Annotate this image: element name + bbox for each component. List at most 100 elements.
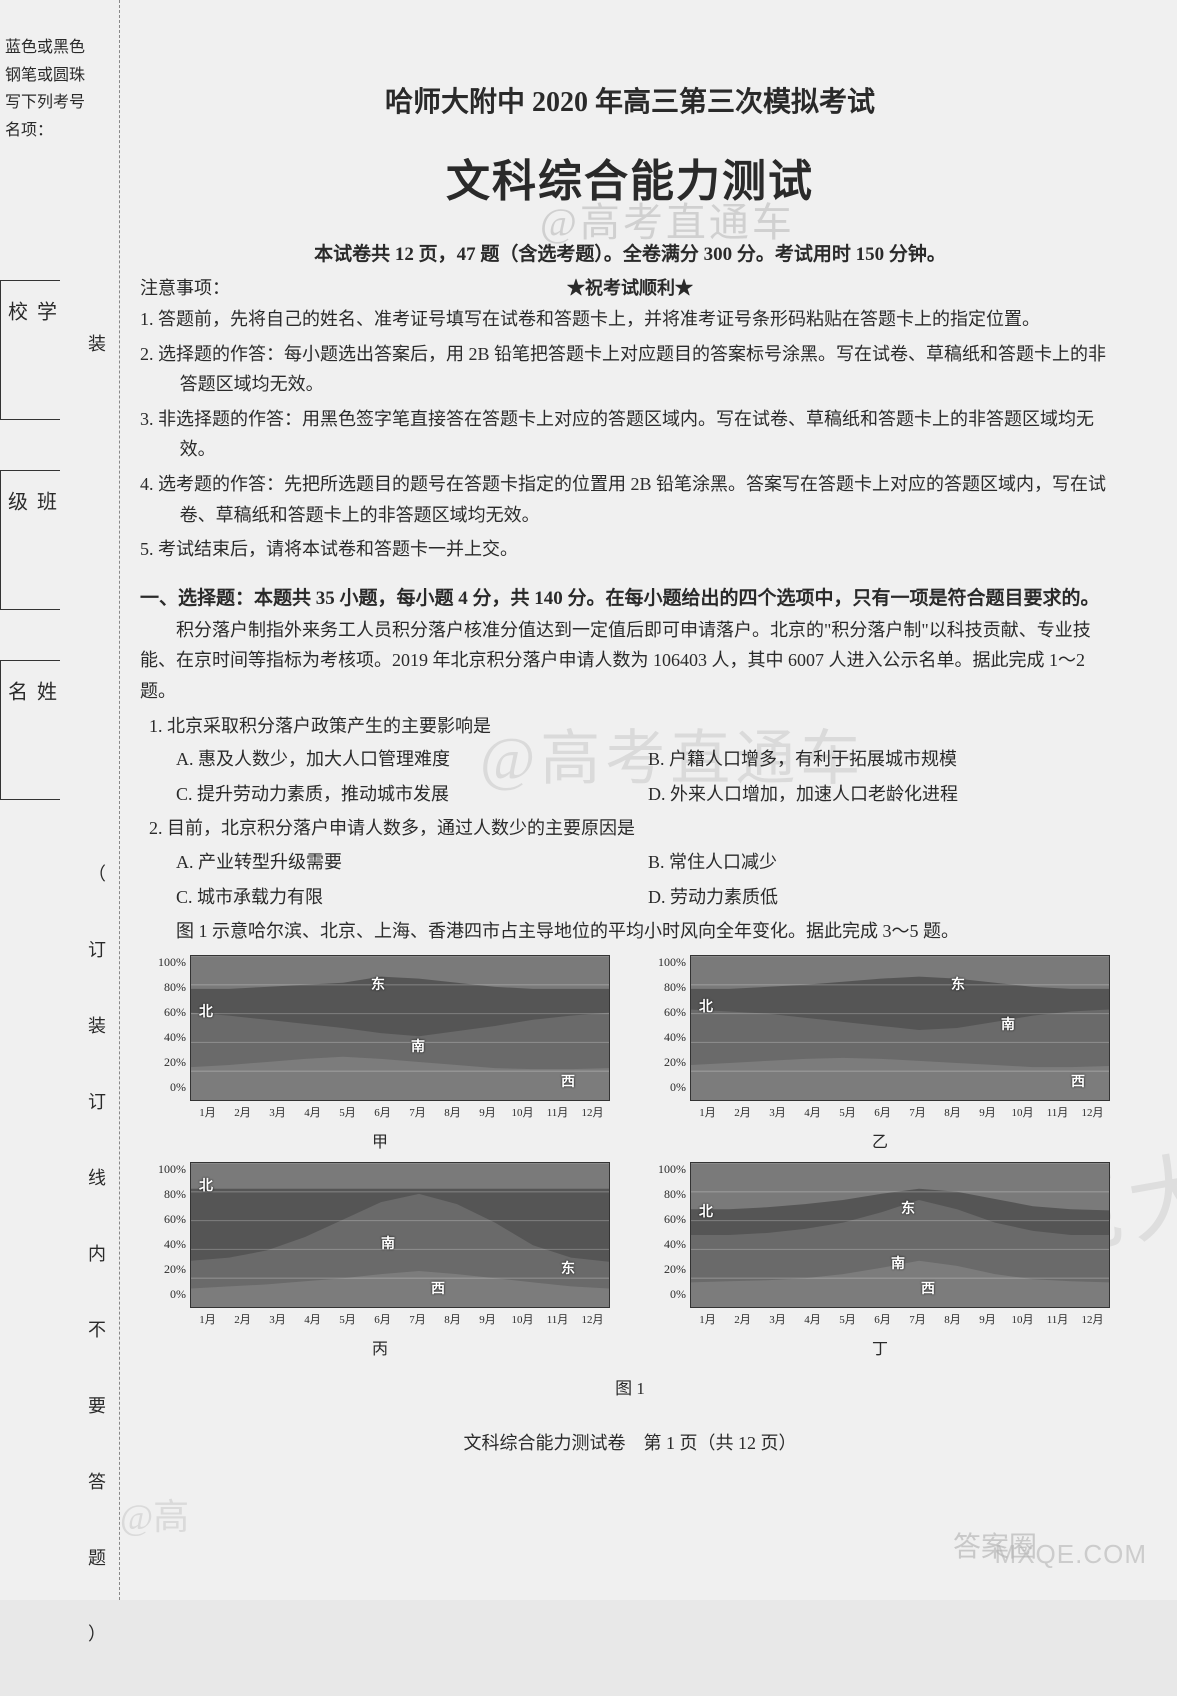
instruction-2: 2. 选择题的作答：每小题选出答案后，用 2B 铅笔把答题卡上对应题目的答案标号… — [140, 339, 1120, 400]
school-field-box: 学 校 — [0, 280, 60, 420]
x-tick-label: 12月 — [575, 1311, 610, 1327]
y-axis: 100%80%60%40%20%0% — [150, 955, 190, 1095]
q2-options-row2: C. 城市承载力有限 D. 劳动力素质低 — [140, 882, 1120, 913]
margin-notice-line: 蓝色或黑色 — [5, 35, 114, 61]
chart-yi: 100%80%60%40%20%0% 北东南西 1月2月3月4月5月6月7月8月… — [650, 955, 1110, 1152]
y-tick-label: 20% — [650, 1055, 686, 1070]
x-tick-label: 7月 — [900, 1311, 935, 1327]
watermark-text: @高 — [120, 1488, 189, 1540]
y-tick-label: 40% — [650, 1030, 686, 1045]
binding-char: 不 — [88, 1316, 106, 1342]
binding-char: 装 — [88, 1012, 106, 1038]
x-tick-label: 11月 — [1040, 1311, 1075, 1327]
y-tick-label: 0% — [650, 1287, 686, 1302]
class-field-box: 班 级 — [0, 470, 60, 610]
x-tick-label: 8月 — [435, 1104, 470, 1120]
x-tick-label: 11月 — [1040, 1104, 1075, 1120]
x-tick-label: 10月 — [1005, 1311, 1040, 1327]
x-tick-label: 9月 — [470, 1311, 505, 1327]
plot-bing: 北南西 东 — [190, 1162, 610, 1308]
direction-label: 南 — [381, 1233, 395, 1253]
direction-label: 北 — [199, 1175, 213, 1195]
exam-header-2: 文科综合能力测试 — [140, 145, 1120, 209]
margin-notice-line: 写下列考号 — [5, 90, 114, 116]
question-2: 2. 目前，北京积分落户申请人数多，通过人数少的主要原因是 — [140, 813, 1120, 844]
chart-label-bing: 丙 — [150, 1335, 610, 1359]
binding-text-2: （ 订 装 订 线 内 不 要 答 题 ） — [88, 860, 106, 1696]
direction-label: 北 — [199, 1001, 213, 1021]
section-1-heading: 一、选择题：本题共 35 小题，每小题 4 分，共 140 分。在每小题给出的四… — [140, 583, 1120, 610]
x-tick-label: 9月 — [970, 1311, 1005, 1327]
name-field-box: 姓 名 — [0, 660, 60, 800]
binding-margin: 蓝色或黑色 钢笔或圆珠 写下列考号 名项： 学 校 班 级 姓 名 装 （ 订 … — [0, 0, 120, 1600]
x-axis: 1月2月3月4月5月6月7月8月9月10月11月12月 — [190, 1311, 610, 1327]
x-tick-label: 4月 — [795, 1311, 830, 1327]
x-tick-label: 6月 — [365, 1311, 400, 1327]
exam-header-1: 哈师大附中 2020 年高三第三次模拟考试 — [140, 80, 1120, 120]
y-axis: 100%80%60%40%20%0% — [650, 1162, 690, 1302]
binding-char: 装 — [88, 330, 106, 356]
instruction-5: 5. 考试结束后，请将本试卷和答题卡一并上交。 — [140, 534, 1120, 565]
mxqe-watermark: MXQE.COM — [995, 1539, 1147, 1570]
x-tick-label: 8月 — [935, 1311, 970, 1327]
x-tick-label: 7月 — [900, 1104, 935, 1120]
y-tick-label: 40% — [150, 1237, 186, 1252]
direction-label: 东 — [901, 1198, 915, 1218]
y-tick-label: 80% — [150, 980, 186, 995]
direction-label: 西 — [431, 1278, 445, 1298]
x-tick-label: 3月 — [760, 1311, 795, 1327]
binding-char: 订 — [88, 1088, 106, 1114]
x-tick-label: 10月 — [505, 1104, 540, 1120]
x-tick-label: 8月 — [435, 1311, 470, 1327]
x-tick-label: 1月 — [690, 1311, 725, 1327]
x-tick-label: 5月 — [330, 1104, 365, 1120]
y-tick-label: 100% — [150, 1162, 186, 1177]
margin-notice: 蓝色或黑色 钢笔或圆珠 写下列考号 名项： — [0, 0, 119, 143]
name-label: 姓 名 — [2, 681, 60, 799]
chart-label-yi: 乙 — [650, 1128, 1110, 1152]
q1-options-row2: C. 提升劳动力素质，推动城市发展 D. 外来人口增加，加速人口老龄化进程 — [140, 779, 1120, 810]
plot-ding: 北东南西 — [690, 1162, 1110, 1308]
figure-caption: 图 1 — [140, 1374, 1120, 1399]
direction-label: 北 — [699, 996, 713, 1016]
binding-text-1: 装 — [88, 330, 106, 386]
instruction-4: 4. 选考题的作答：先把所选题目的题号在答题卡指定的位置用 2B 铅笔涂黑。答案… — [140, 469, 1120, 530]
binding-char: 要 — [88, 1392, 106, 1418]
x-tick-label: 2月 — [225, 1311, 260, 1327]
direction-label: 东 — [561, 1258, 575, 1278]
x-axis: 1月2月3月4月5月6月7月8月9月10月11月12月 — [690, 1104, 1110, 1120]
exam-info: 本试卷共 12 页，47 题（含选考题）。全卷满分 300 分。考试用时 150… — [140, 239, 1120, 266]
x-tick-label: 2月 — [225, 1104, 260, 1120]
y-tick-label: 60% — [150, 1005, 186, 1020]
y-axis: 100%80%60%40%20%0% — [650, 955, 690, 1095]
x-axis: 1月2月3月4月5月6月7月8月9月10月11月12月 — [690, 1311, 1110, 1327]
y-tick-label: 0% — [650, 1080, 686, 1095]
x-tick-label: 2月 — [725, 1104, 760, 1120]
chart-label-ding: 丁 — [650, 1335, 1110, 1359]
y-tick-label: 60% — [650, 1212, 686, 1227]
binding-char: 订 — [88, 936, 106, 962]
y-tick-label: 80% — [150, 1187, 186, 1202]
paren-open: （ — [88, 860, 106, 886]
chart-jia: 100%80%60%40%20%0% 北东南西 1月2月3月4月5月6月7月8月… — [150, 955, 610, 1152]
x-tick-label: 11月 — [540, 1104, 575, 1120]
x-tick-label: 11月 — [540, 1311, 575, 1327]
x-tick-label: 6月 — [865, 1311, 900, 1327]
chart-bing: 100%80%60%40%20%0% 北南西东 1月2月3月4月5月6月7月8月… — [150, 1162, 610, 1359]
x-tick-label: 2月 — [725, 1311, 760, 1327]
x-tick-label: 3月 — [760, 1104, 795, 1120]
chart-ding: 100%80%60%40%20%0% 北东南西 1月2月3月4月5月6月7月8月… — [650, 1162, 1110, 1359]
y-tick-label: 100% — [150, 955, 186, 970]
page-footer: 文科综合能力测试卷 第 1 页（共 12 页） — [140, 1429, 1120, 1455]
direction-label: 北 — [699, 1201, 713, 1221]
x-tick-label: 3月 — [260, 1104, 295, 1120]
y-tick-label: 40% — [150, 1030, 186, 1045]
x-tick-label: 4月 — [795, 1104, 830, 1120]
x-tick-label: 5月 — [330, 1311, 365, 1327]
y-tick-label: 80% — [650, 1187, 686, 1202]
x-tick-label: 12月 — [1075, 1311, 1110, 1327]
x-tick-label: 1月 — [690, 1104, 725, 1120]
direction-label: 南 — [891, 1253, 905, 1273]
x-tick-label: 10月 — [1005, 1104, 1040, 1120]
q1-options-row1: A. 惠及人数少，加大人口管理难度 B. 户籍人口增多，有利于拓展城市规模 — [140, 744, 1120, 775]
